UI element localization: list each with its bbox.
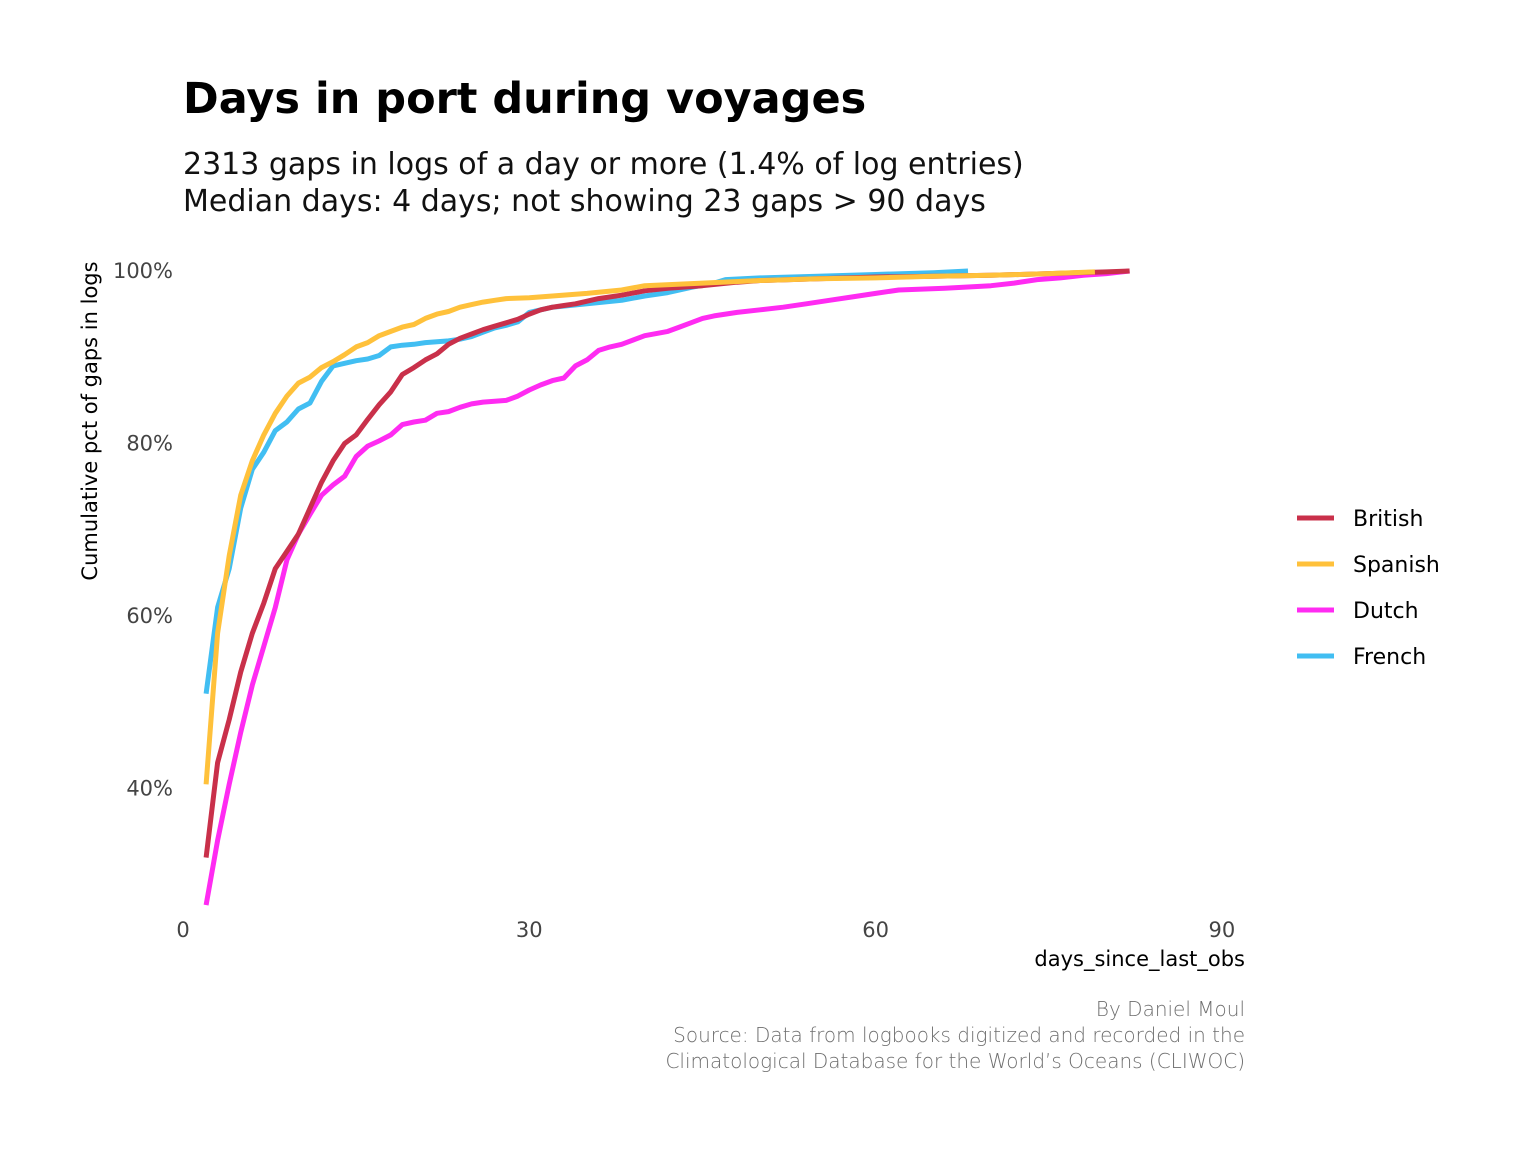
legend: British Spanish Dutch French xyxy=(1297,507,1440,670)
y-tick-label: 60% xyxy=(126,604,173,628)
x-axis-ticks: 0 30 60 90 xyxy=(176,918,1235,942)
y-axis-ticks: 40% 60% 80% 100% xyxy=(113,259,173,801)
series-line-british xyxy=(203,268,1130,858)
legend-label-dutch: Dutch xyxy=(1353,599,1419,624)
chart-subtitle-line-2: Median days: 4 days; not showing 23 gaps… xyxy=(183,184,986,219)
y-tick-label: 80% xyxy=(126,432,173,456)
chart-title: Days in port during voyages xyxy=(183,74,866,124)
caption-source-line-2: Climatological Database for the World’s … xyxy=(665,1049,1245,1073)
chart-subtitle-line-1: 2313 gaps in logs of a day or more (1.4%… xyxy=(183,147,1024,182)
caption-source-line-1: Source: Data from logbooks digitized and… xyxy=(673,1023,1245,1047)
legend-label-french: French xyxy=(1353,645,1426,670)
y-tick-label: 100% xyxy=(113,259,173,283)
x-tick-label: 30 xyxy=(516,918,543,942)
x-tick-label: 60 xyxy=(862,918,889,942)
series-lines xyxy=(203,268,1130,906)
series-line-dutch xyxy=(203,268,1130,906)
caption-author: By Daniel Moul xyxy=(1096,997,1245,1021)
x-tick-label: 90 xyxy=(1209,918,1236,942)
x-axis-title: days_since_last_obs xyxy=(1034,947,1245,972)
series-line-spanish xyxy=(203,269,1095,785)
legend-label-spanish: Spanish xyxy=(1353,553,1440,578)
legend-label-british: British xyxy=(1353,507,1423,532)
y-tick-label: 40% xyxy=(126,777,173,801)
x-tick-label: 0 xyxy=(176,918,189,942)
y-axis-title: Cumulative pct of gaps in logs xyxy=(78,261,102,580)
